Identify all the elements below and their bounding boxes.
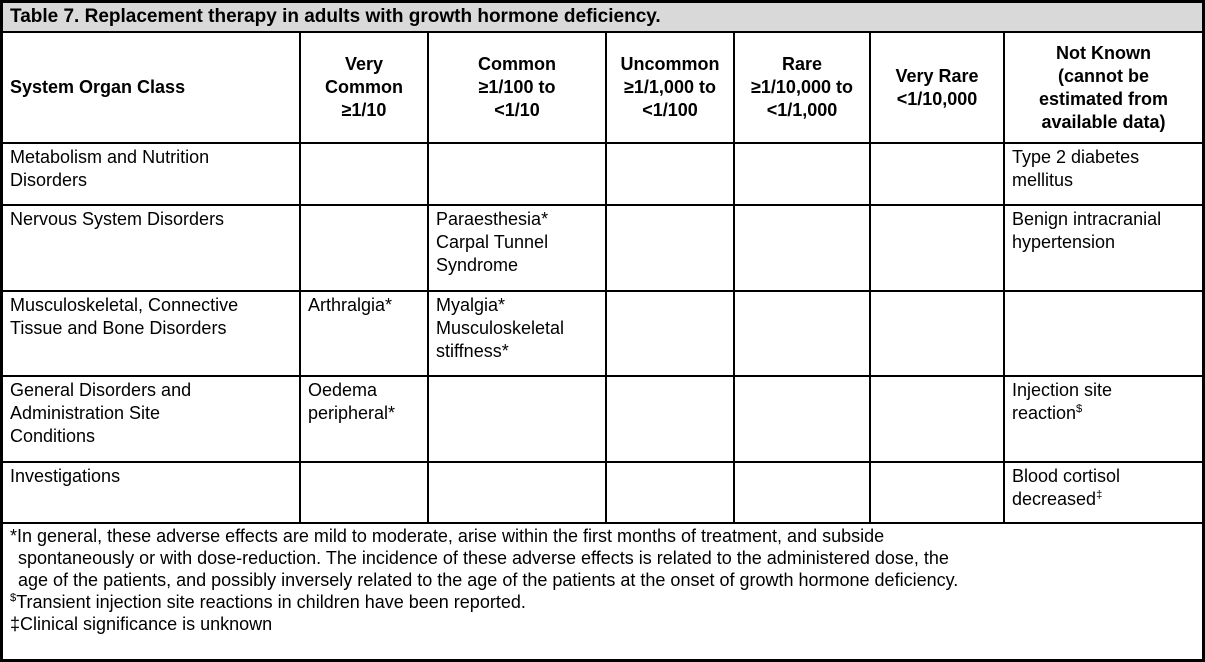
cell-text: Injection site reaction bbox=[1012, 380, 1113, 423]
cell-organ-class: Investigations bbox=[3, 461, 301, 524]
cell-very-rare bbox=[869, 204, 1005, 292]
cell-rare bbox=[733, 142, 871, 206]
col-header-common: Common ≥1/100 to <1/10 bbox=[427, 33, 607, 144]
footnote-marker: $ bbox=[10, 592, 17, 604]
col-header-very-common: Very Common ≥1/10 bbox=[299, 33, 429, 144]
col-header-not-known: Not Known (cannot be estimated from avai… bbox=[1003, 33, 1202, 144]
cell-very-common bbox=[299, 142, 429, 206]
cell-text: Type 2 diabetes mellitus bbox=[1012, 147, 1140, 190]
cell-common: Paraesthesia* Carpal Tunnel Syndrome bbox=[427, 204, 607, 292]
cell-very-rare bbox=[869, 461, 1005, 524]
adverse-reactions-table: System Organ Class Very Common ≥1/10 Com… bbox=[3, 33, 1202, 524]
cell-common: Myalgia* Musculoskeletal stiffness* bbox=[427, 290, 607, 377]
table-row: Musculoskeletal, Connective Tissue and B… bbox=[3, 290, 1202, 377]
cell-very-rare bbox=[869, 290, 1005, 377]
cell-very-common bbox=[299, 461, 429, 524]
footnote-text: Transient injection site reactions in ch… bbox=[16, 592, 526, 612]
table-title: Table 7. Replacement therapy in adults w… bbox=[3, 3, 1202, 33]
footnote-text: In general, these adverse effects are mi… bbox=[17, 526, 959, 590]
footnote-prefix: * bbox=[10, 526, 18, 546]
cell-not-known: Type 2 diabetes mellitus bbox=[1003, 142, 1202, 206]
cell-uncommon bbox=[605, 461, 735, 524]
cell-text: Arthralgia* bbox=[308, 295, 393, 315]
cell-not-known: Injection site reaction$ bbox=[1003, 375, 1202, 463]
cell-uncommon bbox=[605, 204, 735, 292]
cell-text: Benign intracranial hypertension bbox=[1012, 209, 1162, 252]
cell-not-known bbox=[1003, 290, 1202, 377]
footnotes-section: *In general, these adverse effects are m… bbox=[3, 524, 1202, 635]
cell-very-common: Oedema peripheral* bbox=[299, 375, 429, 463]
footnote-double-dagger: ‡Clinical significance is unknown bbox=[10, 613, 1194, 635]
cell-common bbox=[427, 142, 607, 206]
col-header-uncommon: Uncommon ≥1/1,000 to <1/100 bbox=[605, 33, 735, 144]
cell-not-known: Blood cortisol decreased‡ bbox=[1003, 461, 1202, 524]
cell-rare bbox=[733, 461, 871, 524]
col-header-rare: Rare ≥1/10,000 to <1/1,000 bbox=[733, 33, 871, 144]
cell-uncommon bbox=[605, 375, 735, 463]
cell-very-rare bbox=[869, 375, 1005, 463]
cell-very-common: Arthralgia* bbox=[299, 290, 429, 377]
footnote-marker: ‡ bbox=[1096, 489, 1103, 501]
footnote-marker: $ bbox=[1076, 403, 1083, 415]
table-header: System Organ Class Very Common ≥1/10 Com… bbox=[3, 33, 1202, 144]
cell-organ-class: Nervous System Disorders bbox=[3, 204, 301, 292]
table-row: Investigations Blood cortisol decreased‡ bbox=[3, 461, 1202, 524]
cell-common bbox=[427, 375, 607, 463]
cell-rare bbox=[733, 204, 871, 292]
cell-uncommon bbox=[605, 290, 735, 377]
col-header-very-rare: Very Rare <1/10,000 bbox=[869, 33, 1005, 144]
footnote-text: Clinical significance is unknown bbox=[20, 614, 273, 634]
cell-uncommon bbox=[605, 142, 735, 206]
cell-organ-class: Metabolism and Nutrition Disorders bbox=[3, 142, 301, 206]
cell-very-rare bbox=[869, 142, 1005, 206]
cell-common bbox=[427, 461, 607, 524]
cell-text: Paraesthesia* Carpal Tunnel Syndrome bbox=[436, 209, 549, 275]
table-row: Metabolism and Nutrition Disorders Type … bbox=[3, 142, 1202, 206]
cell-organ-class: Musculoskeletal, Connective Tissue and B… bbox=[3, 290, 301, 377]
cell-text: Oedema peripheral* bbox=[308, 380, 396, 423]
footnote-asterisk: *In general, these adverse effects are m… bbox=[10, 525, 1194, 591]
cell-not-known: Benign intracranial hypertension bbox=[1003, 204, 1202, 292]
cell-very-common bbox=[299, 204, 429, 292]
footnote-dollar: $Transient injection site reactions in c… bbox=[10, 591, 1194, 613]
cell-text: Myalgia* Musculoskeletal stiffness* bbox=[436, 295, 565, 361]
col-header-system-organ-class: System Organ Class bbox=[3, 33, 301, 144]
table-row: General Disorders and Administration Sit… bbox=[3, 375, 1202, 463]
table-body: Metabolism and Nutrition Disorders Type … bbox=[3, 142, 1202, 524]
header-row: System Organ Class Very Common ≥1/10 Com… bbox=[3, 33, 1202, 144]
cell-rare bbox=[733, 290, 871, 377]
cell-rare bbox=[733, 375, 871, 463]
cell-organ-class: General Disorders and Administration Sit… bbox=[3, 375, 301, 463]
footnote-prefix: ‡ bbox=[10, 614, 21, 634]
cell-text: Blood cortisol decreased bbox=[1012, 466, 1121, 509]
table-row: Nervous System Disorders Paraesthesia* C… bbox=[3, 204, 1202, 292]
